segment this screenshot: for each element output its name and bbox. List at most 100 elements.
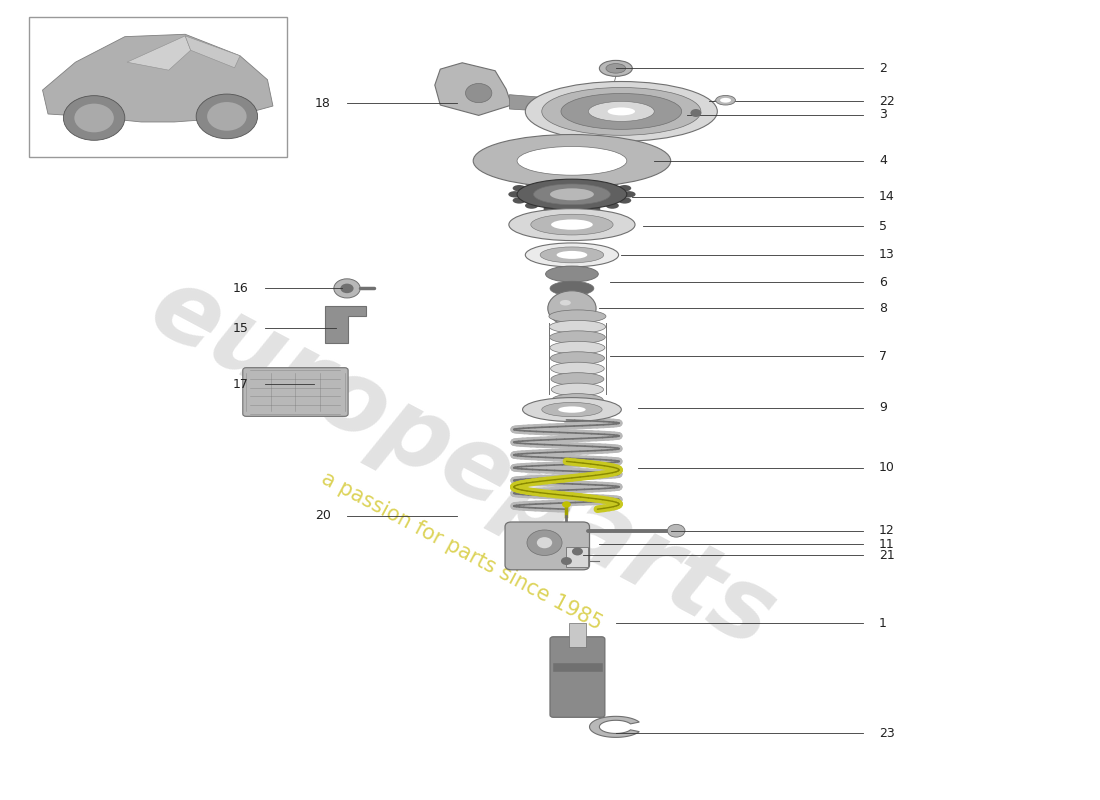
Ellipse shape [607, 107, 635, 115]
FancyBboxPatch shape [505, 522, 590, 570]
Ellipse shape [540, 247, 604, 263]
Ellipse shape [526, 243, 618, 267]
Ellipse shape [550, 282, 594, 295]
Bar [566, 547, 588, 567]
Text: 16: 16 [232, 282, 249, 295]
Ellipse shape [606, 180, 619, 186]
Ellipse shape [552, 294, 591, 306]
Text: 9: 9 [879, 402, 887, 414]
Text: 3: 3 [879, 108, 887, 121]
Ellipse shape [551, 362, 604, 375]
Text: a passion for parts since 1985: a passion for parts since 1985 [319, 469, 606, 634]
Ellipse shape [542, 402, 602, 417]
Text: 8: 8 [879, 302, 888, 315]
FancyBboxPatch shape [243, 368, 348, 416]
Circle shape [691, 109, 702, 117]
Ellipse shape [716, 95, 736, 105]
Ellipse shape [600, 60, 632, 76]
Text: 4: 4 [879, 154, 887, 167]
Circle shape [572, 547, 583, 555]
Ellipse shape [550, 352, 605, 365]
Text: 17: 17 [232, 378, 249, 390]
Ellipse shape [509, 209, 635, 241]
Text: 10: 10 [879, 462, 895, 474]
Text: 21: 21 [879, 549, 895, 562]
Text: 5: 5 [879, 220, 888, 233]
Ellipse shape [618, 185, 631, 191]
Ellipse shape [525, 202, 538, 209]
Ellipse shape [558, 406, 585, 413]
Ellipse shape [526, 82, 717, 142]
Ellipse shape [546, 266, 598, 282]
Ellipse shape [513, 198, 526, 204]
Circle shape [196, 94, 257, 138]
Ellipse shape [550, 342, 605, 354]
Bar [569, 623, 586, 647]
Ellipse shape [550, 331, 605, 343]
Polygon shape [185, 36, 240, 68]
Polygon shape [126, 36, 190, 70]
Text: 11: 11 [879, 538, 895, 550]
Text: 2: 2 [879, 62, 887, 75]
Circle shape [207, 102, 246, 130]
Ellipse shape [561, 94, 682, 130]
Ellipse shape [551, 394, 603, 406]
Ellipse shape [720, 98, 732, 102]
Ellipse shape [588, 102, 654, 122]
Ellipse shape [543, 206, 557, 212]
Text: 23: 23 [879, 726, 895, 740]
Circle shape [562, 502, 571, 508]
Polygon shape [590, 716, 639, 738]
Polygon shape [326, 306, 365, 342]
Ellipse shape [543, 176, 557, 182]
Ellipse shape [513, 185, 526, 191]
Bar [29, 18, 287, 157]
Ellipse shape [565, 175, 579, 182]
Circle shape [75, 104, 114, 132]
Ellipse shape [549, 310, 606, 322]
Ellipse shape [587, 176, 601, 182]
Circle shape [340, 284, 353, 293]
Ellipse shape [557, 251, 587, 259]
Circle shape [333, 279, 360, 298]
Ellipse shape [549, 320, 606, 333]
Text: 18: 18 [315, 97, 331, 110]
Text: 7: 7 [879, 350, 888, 362]
Ellipse shape [550, 188, 594, 200]
Text: 15: 15 [232, 322, 249, 334]
Text: 20: 20 [315, 509, 331, 522]
Polygon shape [43, 34, 273, 122]
Text: 13: 13 [879, 249, 895, 262]
Text: 14: 14 [879, 190, 895, 203]
Ellipse shape [587, 206, 601, 212]
Ellipse shape [618, 198, 631, 204]
Ellipse shape [623, 191, 636, 198]
Ellipse shape [473, 134, 671, 187]
Ellipse shape [517, 179, 627, 210]
Ellipse shape [525, 180, 538, 186]
Text: 12: 12 [879, 524, 895, 538]
Ellipse shape [508, 191, 521, 198]
Text: 6: 6 [879, 275, 887, 289]
Ellipse shape [606, 63, 626, 73]
Circle shape [527, 530, 562, 555]
Text: europeparts: europeparts [134, 258, 791, 669]
Ellipse shape [551, 383, 604, 396]
Text: 22: 22 [879, 94, 895, 107]
Ellipse shape [542, 87, 701, 135]
Circle shape [465, 83, 492, 102]
Text: 1: 1 [879, 617, 887, 630]
Ellipse shape [534, 184, 611, 205]
Bar [553, 663, 602, 671]
Ellipse shape [560, 300, 571, 306]
Ellipse shape [606, 202, 619, 209]
Circle shape [561, 557, 572, 565]
Circle shape [64, 96, 124, 140]
Ellipse shape [565, 207, 579, 214]
Polygon shape [509, 94, 539, 110]
Circle shape [537, 537, 552, 548]
Polygon shape [434, 62, 512, 115]
Ellipse shape [522, 398, 622, 422]
Circle shape [548, 290, 596, 326]
Ellipse shape [517, 146, 627, 175]
